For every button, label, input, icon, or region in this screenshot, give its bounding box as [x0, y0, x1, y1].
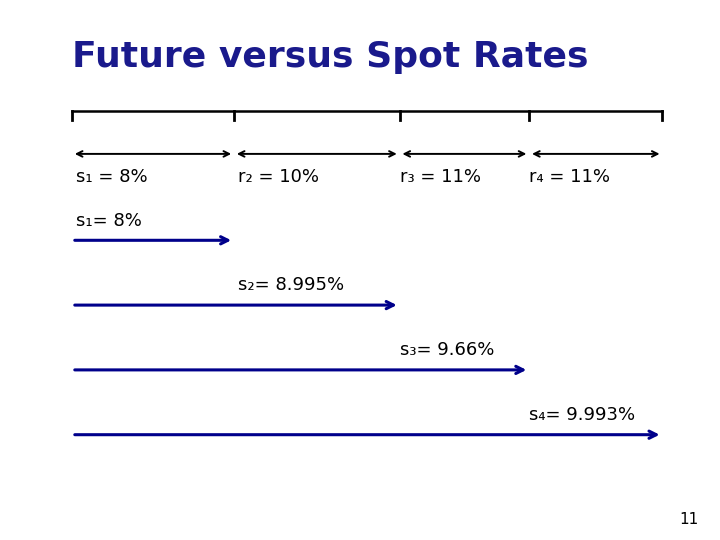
- Text: r₂ = 10%: r₂ = 10%: [238, 168, 319, 186]
- Text: s₁ = 8%: s₁ = 8%: [76, 168, 147, 186]
- Text: s₁= 8%: s₁= 8%: [76, 212, 141, 231]
- Text: s₄= 9.993%: s₄= 9.993%: [529, 406, 635, 424]
- Text: Future versus Spot Rates: Future versus Spot Rates: [72, 40, 588, 73]
- Text: s₂= 8.995%: s₂= 8.995%: [238, 276, 343, 294]
- Text: r₄ = 11%: r₄ = 11%: [529, 168, 611, 186]
- Text: s₃= 9.66%: s₃= 9.66%: [400, 341, 494, 359]
- Text: 11: 11: [679, 511, 698, 526]
- Text: r₃ = 11%: r₃ = 11%: [400, 168, 481, 186]
